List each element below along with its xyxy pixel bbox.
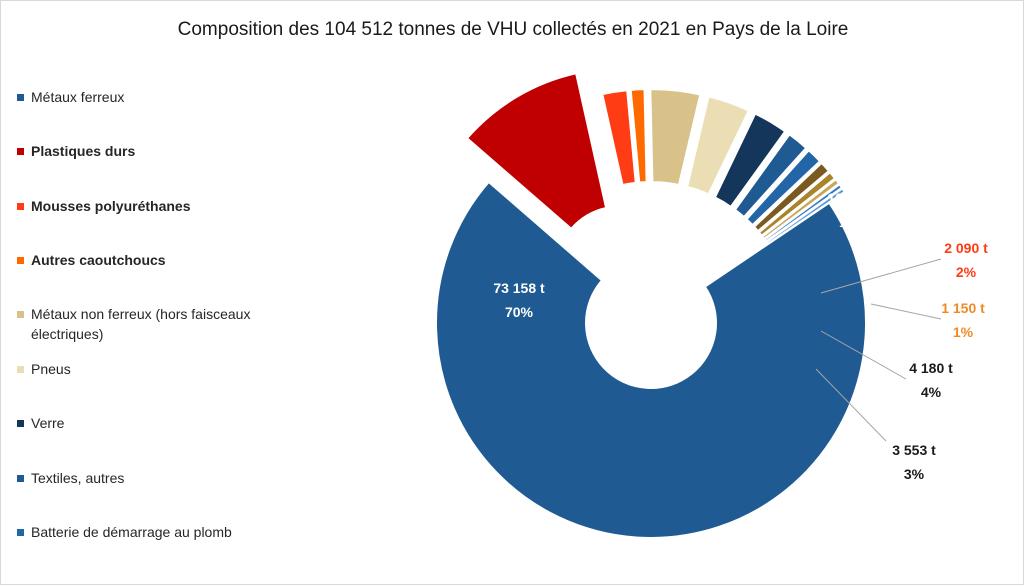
data-label-percent: 3% [904, 466, 925, 482]
pie-slice [649, 88, 702, 187]
pie-slice [435, 180, 867, 539]
pie-slice [465, 72, 608, 231]
pie-slice [685, 95, 751, 196]
pie-slice [601, 89, 637, 187]
data-label-value: 3 553 t [892, 442, 936, 458]
pie-slice [765, 186, 847, 246]
legend-item: Métaux non ferreux (hors faisceaux élect… [17, 304, 282, 344]
legend-swatch [17, 203, 24, 210]
legend-item: Plastiques durs [17, 141, 135, 161]
legend-label: Batterie de démarrage au plomb [31, 524, 232, 540]
legend-label: Métaux ferreux [31, 89, 125, 105]
legend-label: Métaux non ferreux (hors faisceaux élect… [31, 306, 251, 342]
pie-slice [733, 132, 808, 219]
data-label-percent: 10% [839, 214, 868, 230]
pie-slice [757, 170, 837, 238]
leader-line [820, 258, 942, 294]
legend-swatch [17, 311, 24, 318]
chart-title: Composition des 104 512 tonnes de VHU co… [177, 19, 849, 40]
data-label-value: 4 180 t [909, 360, 953, 376]
legend-item: Verre [17, 413, 64, 433]
leader-line [870, 303, 942, 320]
legend-label: Verre [31, 415, 65, 431]
legend-item: Métaux ferreux [17, 87, 124, 107]
legend-item: Textiles, autres [17, 468, 124, 488]
legend-label: Pneus [31, 361, 71, 377]
data-label-value: 73 158 t [493, 280, 545, 296]
legend-label: Autres caoutchoucs [31, 252, 166, 268]
leader-lines [815, 258, 942, 442]
pie-slice [629, 88, 648, 184]
pie-slice [713, 112, 787, 209]
legend-label: Textiles, autres [31, 470, 125, 486]
pie-slice [752, 161, 831, 233]
data-label-percent: 70% [505, 304, 534, 320]
legend-swatch [17, 94, 24, 101]
legend-swatch [17, 475, 24, 482]
legend-swatch [17, 148, 24, 155]
leader-line [815, 368, 887, 442]
data-label-percent: 2% [956, 264, 977, 280]
data-label-value: 10 451 t [827, 190, 879, 206]
data-label-value: 2 090 t [944, 240, 988, 256]
data-labels: 73 158 t 70% 10 451 t 10% 2 090 t 2% 1 1… [493, 190, 988, 482]
donut-slices [435, 72, 867, 539]
legend-swatch [17, 257, 24, 264]
legend-item: Batterie de démarrage au plomb [17, 522, 232, 542]
legend-label: Mousses polyuréthanes [31, 198, 191, 214]
pie-slice [745, 148, 822, 227]
legend-swatch [17, 366, 24, 373]
legend-item: Pneus [17, 359, 71, 379]
legend-swatch [17, 420, 24, 427]
legend-swatch [17, 529, 24, 536]
legend-item: Mousses polyuréthanes [17, 196, 191, 216]
data-label-value: 1 150 t [941, 300, 985, 316]
data-label-percent: 4% [921, 384, 942, 400]
legend-item: Autres caoutchoucs [17, 250, 166, 270]
legend-label: Plastiques durs [31, 143, 136, 159]
data-label-percent: 1% [953, 324, 974, 340]
leader-line [820, 330, 907, 380]
